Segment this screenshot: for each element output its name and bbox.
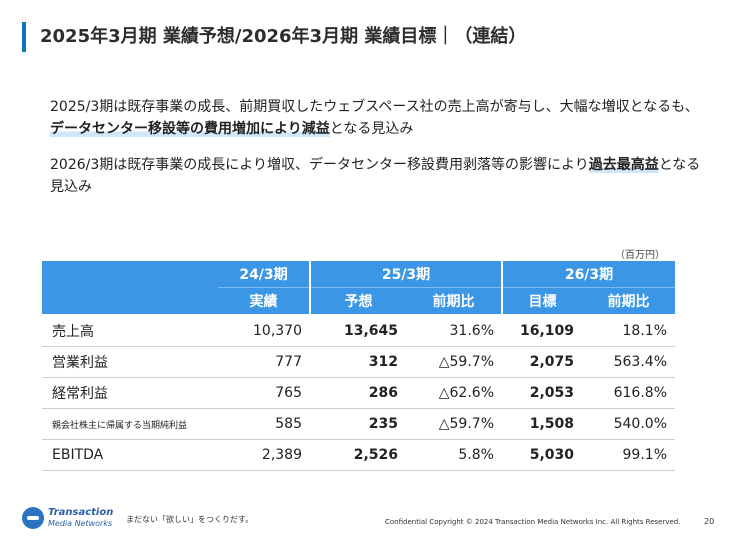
cell-target-26: 2,075 <box>502 346 582 378</box>
cell-yoy-26: 563.4% <box>582 346 675 378</box>
logo-wordmark-line-2: Media Networks <box>48 519 113 528</box>
cell-target-26: 5,030 <box>502 439 582 471</box>
page-title: 2025年3月期 業績予想/2026年3月期 業績目標｜（連結） <box>40 26 527 47</box>
cell-yoy-26: 18.1% <box>582 314 675 347</box>
summary-1-text-b: となる見込み <box>329 121 414 137</box>
table-header-row-groups: 24/3期 25/3期 26/3期 <box>42 261 675 314</box>
row-label: EBITDA <box>42 439 218 471</box>
summary-2-text-b: となる見込み <box>50 157 701 195</box>
header-group-25: 25/3期 <box>309 261 502 288</box>
page-number: 20 <box>704 517 715 526</box>
cell-yoy-25: 5.8% <box>406 439 502 471</box>
cell-actual-24: 585 <box>218 408 310 440</box>
cell-forecast-25: 312 <box>310 346 406 378</box>
subheader-yoy-26: 前期比 <box>582 287 675 314</box>
subheader-forecast: 予想 <box>309 287 406 314</box>
row-label: 売上高 <box>42 314 218 347</box>
copyright-notice: Confidential Copyright © 2024 Transactio… <box>385 518 681 526</box>
cell-yoy-25: △59.7% <box>406 346 502 378</box>
cell-actual-24: 10,370 <box>218 314 310 347</box>
cell-forecast-25: 13,645 <box>310 314 406 347</box>
title-accent-bar <box>22 22 26 52</box>
summary-paragraph-2: 2026/3期は既存事業の成長により増収、データセンター移設費用剥落等の影響によ… <box>50 154 710 198</box>
cell-yoy-25: △62.6% <box>406 377 502 409</box>
table-header-row-sub: 実績 予想 前期比 目標 前期比 <box>42 287 675 314</box>
cell-actual-24: 2,389 <box>218 439 310 471</box>
table-row: EBITDA 2,389 2,526 5.8% 5,030 99.1% <box>42 439 675 471</box>
row-label: 営業利益 <box>42 346 218 378</box>
table-row: 経常利益 765 286 △62.6% 2,053 616.8% <box>42 377 675 409</box>
logo-wordmark-line-1: Transaction <box>48 507 114 518</box>
summary-paragraph-1: 2025/3期は既存事業の成長、前期買収したウェブスペース社の売上高が寄与し、大… <box>50 96 710 140</box>
summary-2-text-a: 2026/3期は既存事業の成長により増収、データセンター移設費用剥落等の影響によ… <box>50 157 589 173</box>
table-row: 親会社株主に帰属する当期純利益 585 235 △59.7% 1,508 540… <box>42 408 675 440</box>
cell-target-26: 1,508 <box>502 408 582 440</box>
cell-target-26: 16,109 <box>502 314 582 347</box>
cell-forecast-25: 286 <box>310 377 406 409</box>
summary-1-text-a: 2025/3期は既存事業の成長、前期買収したウェブスペース社の売上高が寄与し、大… <box>50 99 699 115</box>
row-label: 経常利益 <box>42 377 218 409</box>
summary-1-highlight: データセンター移設等の費用増加により減益 <box>50 121 330 137</box>
results-table: 24/3期 25/3期 26/3期 実績 予想 前期比 目標 前期比 売上高 1… <box>42 261 675 471</box>
cell-target-26: 2,053 <box>502 377 582 409</box>
header-blank-cell <box>42 261 218 314</box>
cell-yoy-26: 616.8% <box>582 377 675 409</box>
cell-yoy-26: 540.0% <box>582 408 675 440</box>
summary-2-highlight: 過去最高益 <box>588 157 659 173</box>
cell-yoy-25: 31.6% <box>406 314 502 347</box>
header-group-24: 24/3期 <box>218 261 310 288</box>
logo-mark-icon <box>22 507 44 529</box>
cell-forecast-25: 2,526 <box>310 439 406 471</box>
subheader-yoy-25: 前期比 <box>406 287 502 314</box>
header-group-26: 26/3期 <box>501 261 675 288</box>
subheader-actual: 実績 <box>218 287 310 314</box>
row-label: 親会社株主に帰属する当期純利益 <box>42 408 218 440</box>
cell-forecast-25: 235 <box>310 408 406 440</box>
cell-yoy-26: 99.1% <box>582 439 675 471</box>
unit-label: （百万円） <box>615 250 665 261</box>
company-tagline: まだない「欲しい」をつくりだす。 <box>126 515 254 524</box>
cell-actual-24: 765 <box>218 377 310 409</box>
cell-actual-24: 777 <box>218 346 310 378</box>
company-logo: Transaction Media Networks <box>22 505 118 531</box>
table-row: 営業利益 777 312 △59.7% 2,075 563.4% <box>42 346 675 378</box>
cell-yoy-25: △59.7% <box>406 408 502 440</box>
table-row: 売上高 10,370 13,645 31.6% 16,109 18.1% <box>42 314 675 347</box>
subheader-target: 目標 <box>501 287 582 314</box>
